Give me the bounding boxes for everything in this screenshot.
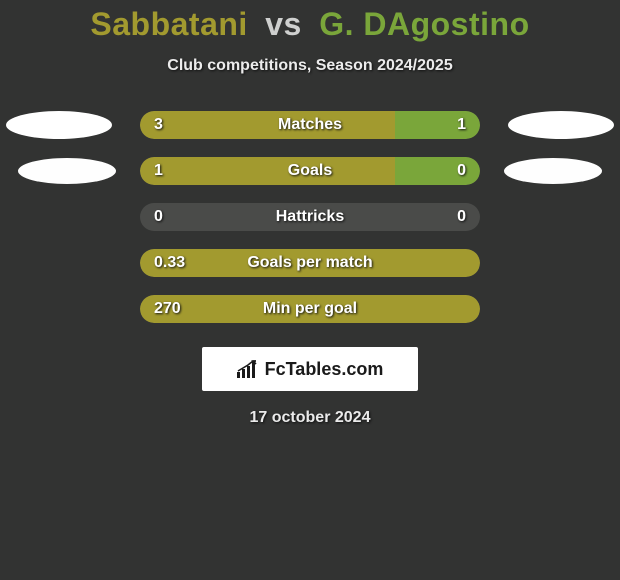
- card-date: 17 october 2024: [0, 409, 620, 427]
- stat-row: 31Matches: [0, 111, 620, 139]
- player1-name: Sabbatani: [90, 6, 247, 42]
- player2-name: G. DAgostino: [319, 6, 529, 42]
- card-subtitle: Club competitions, Season 2024/2025: [0, 57, 620, 75]
- stat-bar: 270Min per goal: [140, 295, 480, 323]
- stat-bar: 0.33Goals per match: [140, 249, 480, 277]
- card-title: Sabbatani vs G. DAgostino: [0, 0, 620, 43]
- stats-rows: 31Matches 10Goals 00Hattricks 0.33Goals per…: [0, 111, 620, 323]
- stat-label: Matches: [140, 111, 480, 139]
- stat-label: Goals: [140, 157, 480, 185]
- player2-avatar-placeholder: [504, 158, 602, 184]
- stat-bar: 31Matches: [140, 111, 480, 139]
- player1-avatar-placeholder: [18, 158, 116, 184]
- stat-row: 270Min per goal: [0, 295, 620, 323]
- stat-label: Min per goal: [140, 295, 480, 323]
- stat-label: Hattricks: [140, 203, 480, 231]
- source-badge: FcTables.com: [202, 347, 418, 391]
- stat-row: 00Hattricks: [0, 203, 620, 231]
- chart-icon: [237, 360, 259, 378]
- player1-avatar-placeholder: [6, 111, 112, 139]
- title-vs: vs: [265, 6, 302, 42]
- stat-bar: 00Hattricks: [140, 203, 480, 231]
- player2-avatar-placeholder: [508, 111, 614, 139]
- stat-row: 10Goals: [0, 157, 620, 185]
- stat-row: 0.33Goals per match: [0, 249, 620, 277]
- source-badge-text: FcTables.com: [265, 359, 384, 380]
- stat-bar: 10Goals: [140, 157, 480, 185]
- stat-label: Goals per match: [140, 249, 480, 277]
- comparison-card: Sabbatani vs G. DAgostino Club competiti…: [0, 0, 620, 580]
